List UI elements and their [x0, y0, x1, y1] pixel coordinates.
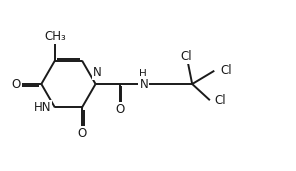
Text: O: O [77, 127, 87, 140]
Text: N: N [93, 66, 102, 79]
Text: H: H [139, 69, 146, 79]
Text: HN: HN [34, 101, 52, 114]
Text: Cl: Cl [181, 50, 192, 63]
Text: O: O [12, 77, 21, 90]
Text: O: O [115, 103, 124, 116]
Text: Cl: Cl [220, 64, 232, 77]
Text: N: N [139, 77, 148, 90]
Text: CH₃: CH₃ [44, 30, 66, 43]
Text: Cl: Cl [214, 94, 226, 107]
